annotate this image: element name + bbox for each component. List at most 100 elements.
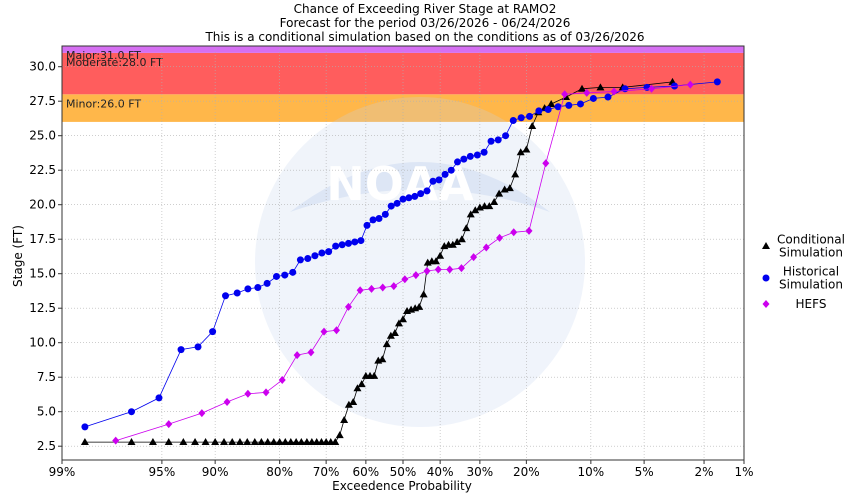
series-1-point-30 bbox=[399, 195, 407, 203]
series-2-point-23 bbox=[482, 243, 490, 252]
x-tick-label-7: 40% bbox=[427, 465, 454, 479]
series-0-point-19 bbox=[292, 438, 301, 446]
series-0-point-4 bbox=[179, 438, 188, 446]
series-1-point-50 bbox=[535, 107, 543, 115]
y-tick-label-8: 22.5 bbox=[29, 163, 56, 177]
series-1-point-34 bbox=[423, 187, 431, 195]
series-1-point-60 bbox=[713, 78, 721, 86]
series-2-point-15 bbox=[390, 282, 398, 291]
series-1-point-2 bbox=[155, 394, 163, 402]
series-2-point-9 bbox=[320, 327, 328, 336]
series-0-point-17 bbox=[281, 438, 290, 446]
series-0-point-58 bbox=[462, 224, 471, 232]
series-0-point-18 bbox=[286, 438, 295, 446]
series-1-point-43 bbox=[480, 148, 488, 156]
series-0-point-31 bbox=[349, 398, 358, 406]
x-tick-label-8: 30% bbox=[467, 465, 494, 479]
series-1-point-13 bbox=[289, 268, 297, 276]
series-1-point-20 bbox=[338, 241, 346, 249]
series-2-point-6 bbox=[278, 375, 286, 384]
series-1-point-49 bbox=[526, 112, 534, 120]
y-tick-label-4: 12.5 bbox=[29, 301, 56, 315]
series-0-point-7 bbox=[211, 438, 220, 446]
series-1-point-55 bbox=[589, 94, 597, 102]
y-tick-label-0: 2.5 bbox=[37, 439, 56, 453]
noaa-watermark: NOAA bbox=[255, 97, 585, 427]
series-0-point-52 bbox=[436, 251, 445, 259]
series-1-point-45 bbox=[494, 136, 502, 144]
series-1 bbox=[81, 78, 721, 431]
series-0-point-27 bbox=[331, 438, 340, 446]
series-2-point-29 bbox=[583, 88, 591, 97]
x-tick-label-2: 90% bbox=[202, 465, 229, 479]
legend-marker-0 bbox=[762, 242, 770, 249]
series-0-point-12 bbox=[250, 438, 259, 446]
series-1-point-6 bbox=[222, 292, 230, 300]
series-2-point-4 bbox=[244, 389, 252, 398]
chart-title-line-1: Chance of Exceeding River Stage at RAMO2 bbox=[293, 2, 557, 16]
series-2-point-3 bbox=[223, 398, 231, 407]
x-tick-label-10: 10% bbox=[578, 465, 605, 479]
flood-band-label-2: Major:31.0 FT bbox=[66, 49, 141, 62]
series-0-point-3 bbox=[164, 438, 173, 446]
series-1-point-37 bbox=[441, 170, 449, 178]
series-0-point-47 bbox=[415, 302, 424, 310]
series-0-point-70 bbox=[522, 145, 531, 153]
series-0-point-40 bbox=[386, 331, 395, 339]
series-1-point-32 bbox=[411, 192, 419, 200]
series-0-point-67 bbox=[505, 184, 514, 192]
series-0-point-59 bbox=[466, 210, 475, 218]
series-1-point-11 bbox=[272, 272, 280, 280]
x-tick-label-4: 70% bbox=[313, 465, 340, 479]
y-tick-label-5: 15.0 bbox=[29, 267, 56, 281]
series-0-point-33 bbox=[357, 380, 366, 388]
series-1-point-52 bbox=[554, 103, 562, 111]
legend-label-1-1: Simulation bbox=[779, 278, 843, 292]
series-2-point-12 bbox=[356, 286, 364, 295]
series-0-point-0 bbox=[80, 438, 89, 446]
y-tick-label-6: 17.5 bbox=[29, 232, 56, 246]
series-1-point-17 bbox=[318, 249, 326, 257]
series-1-point-25 bbox=[369, 216, 377, 224]
series-1-point-33 bbox=[417, 190, 425, 198]
series-0-point-28 bbox=[335, 431, 344, 439]
series-1-point-5 bbox=[209, 328, 217, 336]
y-axis-label: Stage (FT) bbox=[11, 225, 25, 287]
chart-title-line-3: This is a conditional simulation based o… bbox=[205, 30, 645, 44]
series-1-point-3 bbox=[177, 346, 185, 354]
x-tick-label-11: 5% bbox=[635, 465, 654, 479]
x-tick-label-0: 99% bbox=[49, 465, 76, 479]
series-1-point-24 bbox=[363, 221, 371, 229]
series-1-point-27 bbox=[381, 210, 389, 218]
series-1-point-48 bbox=[517, 114, 525, 122]
series-0-point-41 bbox=[390, 329, 399, 337]
series-0-point-32 bbox=[353, 384, 362, 392]
series-0-point-29 bbox=[340, 415, 349, 423]
series-1-point-19 bbox=[332, 242, 340, 250]
x-tick-label-12: 2% bbox=[695, 465, 714, 479]
series-0-point-15 bbox=[269, 438, 278, 446]
series-0-point-39 bbox=[382, 340, 391, 348]
series-1-point-53 bbox=[565, 101, 573, 109]
series-0-point-9 bbox=[228, 438, 237, 446]
series-1-point-9 bbox=[254, 284, 262, 291]
x-tick-label-3: 80% bbox=[266, 465, 293, 479]
legend-label-2-0: HEFS bbox=[796, 297, 827, 311]
series-1-point-23 bbox=[357, 237, 365, 245]
series-2-point-1 bbox=[165, 420, 173, 429]
series-0-point-60 bbox=[471, 206, 480, 214]
series-0-point-57 bbox=[457, 235, 466, 243]
series-0-point-10 bbox=[235, 438, 244, 446]
series-2-point-27 bbox=[542, 159, 550, 168]
series-1-point-10 bbox=[263, 279, 271, 287]
flood-band-label-0: Minor:26.0 FT bbox=[66, 97, 141, 110]
series-0-point-16 bbox=[275, 438, 284, 446]
series-2-point-8 bbox=[307, 348, 315, 357]
series-1-point-12 bbox=[281, 271, 289, 279]
series-0-point-71 bbox=[528, 122, 537, 130]
series-1-point-26 bbox=[375, 215, 383, 222]
series-0-point-43 bbox=[399, 315, 407, 323]
series-0-point-64 bbox=[490, 197, 499, 205]
